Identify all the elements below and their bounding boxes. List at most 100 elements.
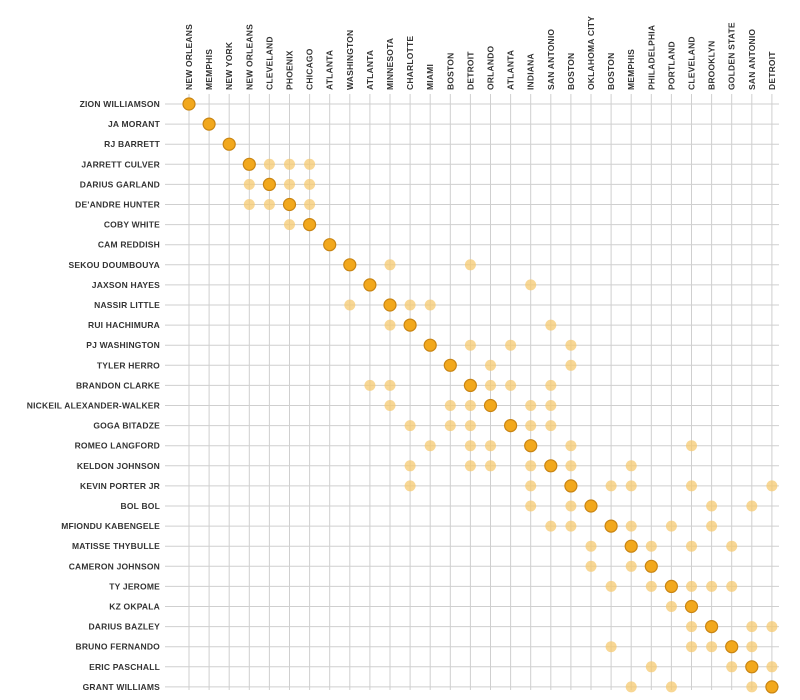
team-label: SAN ANTONIO — [747, 29, 757, 90]
actual-pick-dot — [524, 439, 538, 453]
player-label: RUI HACHIMURA — [88, 320, 160, 330]
team-label: PHILADELPHIA — [646, 25, 656, 90]
team-label: BOSTON — [566, 53, 576, 90]
player-label: MATISSE THYBULLE — [72, 541, 160, 551]
projected-pick-dot — [284, 219, 295, 231]
projected-pick-dot — [485, 460, 496, 472]
player-label: MFIONDU KABENGELE — [61, 521, 160, 531]
projected-pick-dot — [625, 681, 637, 693]
team-label: NEW ORLEANS — [184, 24, 194, 90]
actual-pick-dot — [403, 318, 417, 332]
player-label: ZION WILLIAMSON — [80, 99, 160, 109]
actual-pick-dot — [242, 157, 256, 171]
team-label: MINNESOTA — [385, 38, 395, 90]
projected-pick-dot — [706, 520, 718, 532]
projected-pick-dot — [686, 480, 697, 492]
projected-pick-dot — [384, 319, 396, 331]
team-label: DETROIT — [465, 51, 475, 90]
projected-pick-dot — [505, 339, 517, 351]
projected-pick-dot — [525, 279, 537, 291]
projected-pick-dot — [545, 319, 557, 331]
player-label: PJ WASHINGTON — [86, 340, 160, 350]
projected-pick-dot — [364, 379, 376, 391]
team-label: PORTLAND — [666, 41, 676, 90]
team-label: MEMPHIS — [626, 49, 636, 90]
team-label: NEW ORLEANS — [244, 24, 254, 90]
player-label: GOGA BITADZE — [93, 421, 160, 431]
projected-pick-dot — [605, 641, 617, 653]
team-label: DETROIT — [767, 51, 777, 90]
projected-pick-dot — [746, 681, 758, 693]
projected-pick-dot — [545, 379, 557, 391]
team-label: ATLANTA — [506, 50, 516, 90]
player-label: COBY WHITE — [104, 220, 160, 230]
projected-pick-dot — [444, 400, 456, 411]
projected-pick-dot — [464, 460, 476, 472]
projected-pick-dot — [585, 560, 597, 572]
player-label: DARIUS BAZLEY — [88, 622, 160, 632]
team-label: INDIANA — [526, 53, 536, 90]
projected-pick-dot — [263, 158, 275, 170]
player-label: BOL BOL — [121, 501, 161, 511]
player-label: JAXSON HAYES — [92, 280, 160, 290]
actual-pick-dot — [564, 479, 578, 493]
player-label: BRUNO FERNANDO — [76, 642, 161, 652]
projected-pick-dot — [746, 621, 758, 633]
projected-pick-dot — [344, 299, 356, 311]
projected-pick-dot — [706, 580, 718, 592]
projected-pick-dot — [565, 359, 577, 371]
team-label: BOSTON — [445, 53, 455, 90]
projected-pick-dot — [464, 440, 476, 452]
team-label: MEMPHIS — [204, 49, 214, 90]
team-label: GOLDEN STATE — [727, 22, 737, 90]
player-label: NASSIR LITTLE — [94, 300, 160, 310]
team-label: CLEVELAND — [687, 36, 697, 90]
actual-pick-dot — [584, 499, 598, 513]
projected-pick-dot — [404, 299, 416, 311]
projected-pick-dot — [665, 520, 677, 532]
projected-pick-dot — [766, 621, 778, 633]
horizontal-grid-lines — [165, 103, 779, 688]
projected-pick-dot — [686, 641, 697, 653]
team-label: WASHINGTON — [345, 30, 355, 90]
team-label: CHARLOTTE — [405, 36, 415, 90]
player-label: JA MORANT — [108, 119, 161, 129]
projected-pick-dot — [726, 661, 738, 673]
actual-pick-dot — [343, 258, 357, 272]
player-label: TY JEROME — [109, 581, 160, 591]
actual-pick-dot — [383, 298, 397, 312]
player-label: CAM REDDISH — [98, 240, 160, 250]
player-row-labels: ZION WILLIAMSON JA MORANT RJ BARRETT JARRET… — [27, 99, 161, 692]
projected-pick-dot — [565, 520, 577, 532]
projected-pick-dot — [464, 259, 476, 271]
actual-pick-dot — [504, 419, 518, 433]
projected-pick-dot — [686, 621, 697, 633]
actual-pick-dot — [704, 619, 719, 634]
player-label: KZ OKPALA — [109, 602, 160, 612]
actual-pick-dot — [423, 338, 437, 352]
projected-pick-dot — [706, 500, 718, 512]
team-label: ATLANTA — [325, 50, 335, 90]
projected-pick-dot — [565, 500, 577, 512]
actual-pick-dot — [644, 559, 658, 573]
actual-pick-dot — [624, 539, 638, 553]
projected-pick-dot — [686, 580, 697, 592]
projected-pick-dot — [665, 601, 677, 612]
projected-pick-dot — [645, 540, 657, 552]
projected-pick-dot — [424, 440, 436, 452]
projected-pick-dot — [464, 339, 476, 351]
projected-pick-dot — [686, 540, 697, 552]
actual-pick-dot — [765, 680, 779, 694]
team-label: SAN ANTONIO — [546, 29, 556, 90]
player-label: KELDON JOHNSON — [77, 461, 160, 471]
projected-pick-dot — [464, 400, 476, 411]
projected-pick-dot — [525, 420, 537, 432]
team-column-labels: NEW ORLEANS MEMPHIS NEW YORK NEW ORLEANS CLE… — [184, 16, 777, 90]
team-label: CLEVELAND — [264, 36, 274, 90]
projected-pick-dot — [485, 359, 496, 371]
team-label: CHICAGO — [305, 48, 315, 90]
player-label: RJ BARRETT — [104, 139, 160, 149]
projected-pick-dot — [284, 158, 295, 170]
projected-pick-dot — [384, 400, 396, 411]
